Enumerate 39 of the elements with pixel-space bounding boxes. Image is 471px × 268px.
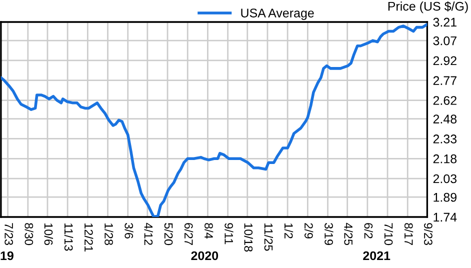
y-tick-label: 2.92 — [433, 56, 456, 66]
text: 19 — [0, 251, 14, 260]
x-tick-label: 11/25 — [264, 223, 273, 251]
line-series — [0, 23, 428, 217]
y-tick-label: 3.07 — [433, 36, 456, 46]
y-tick-label: 1.74 — [434, 212, 457, 222]
x-tick-label: 8/17 — [404, 223, 414, 245]
y-tick-label: 2.18 — [433, 154, 457, 164]
x-tick-label: 2/9 — [304, 223, 314, 238]
x-tick-label: 8/30 — [24, 223, 34, 246]
legend-label: USA Average — [241, 8, 314, 20]
x-tick-label: 3/6 — [124, 223, 134, 238]
x-tick-label: 9/11 — [224, 223, 234, 244]
x-tick-label: 10/18 — [244, 223, 253, 252]
y-tick-label: 2.77 — [433, 76, 456, 85]
x-tick-label: 3/19 — [324, 223, 334, 245]
x-tick-label: 9/23 — [424, 223, 433, 246]
y-tick-label: 3.21 — [433, 18, 456, 27]
x-tick-label: 8/4 — [204, 223, 214, 239]
y-tick-label: 2.03 — [433, 174, 457, 184]
x-tick-label: 7/23 — [4, 223, 14, 246]
x-tick-label: 5/20 — [164, 223, 174, 246]
y-axis-title: Price (US $/G) — [388, 1, 468, 14]
x-tick-label: 7/10 — [384, 223, 394, 246]
y-tick-label: 2.33 — [433, 134, 457, 144]
x-tick-label: 6/27 — [184, 223, 194, 245]
x-tick-label: 1/28 — [104, 223, 114, 246]
text: 2021 — [363, 251, 390, 260]
x-tick-label: 10/6 — [44, 223, 53, 246]
y-tick-label: 1.89 — [434, 192, 456, 202]
x-tick-label: 6/2 — [364, 223, 373, 238]
x-tick-label: 4/25 — [344, 222, 353, 246]
x-tick-label: 12/21 — [84, 223, 94, 252]
text: 2020 — [191, 251, 218, 260]
y-tick-label: 2.48 — [433, 114, 457, 124]
x-tick-label: 1/2 — [284, 223, 294, 238]
x-tick-label: 4/12 — [144, 222, 153, 245]
y-tick-label: 2.62 — [433, 96, 456, 105]
x-tick-label: 11/13 — [64, 223, 74, 251]
